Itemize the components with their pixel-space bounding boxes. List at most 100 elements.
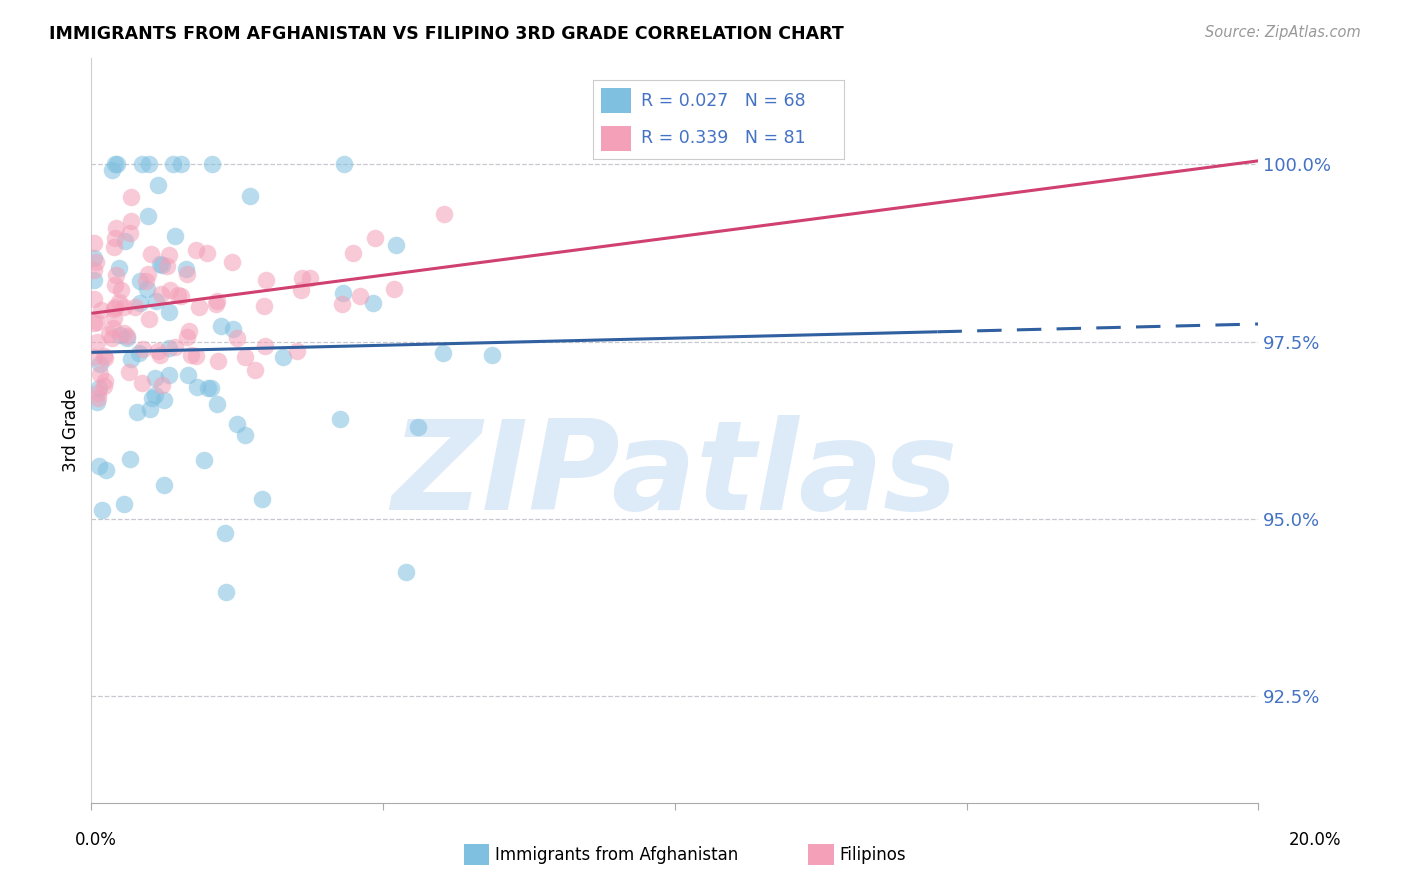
Point (148, 257, 170, 271)
Point (226, 417, 249, 432)
Point (101, 321, 124, 335)
Point (153, 392, 176, 407)
Point (103, 311, 125, 326)
Point (141, 246, 163, 260)
Point (188, 300, 211, 314)
Point (87, 386, 110, 401)
Point (136, 209, 159, 223)
Point (184, 243, 207, 257)
Point (117, 328, 139, 343)
Point (207, 354, 229, 368)
Point (83, 273, 105, 287)
Point (166, 287, 188, 301)
Point (253, 300, 276, 314)
Point (291, 271, 314, 285)
Point (177, 368, 200, 382)
Point (96, 463, 118, 477)
Point (221, 255, 243, 269)
Point (118, 226, 141, 240)
Point (254, 273, 277, 287)
Point (157, 248, 180, 262)
Point (128, 345, 150, 359)
Point (101, 331, 124, 345)
Text: 20.0%: 20.0% (1288, 831, 1341, 849)
Point (330, 297, 353, 311)
Point (93, 349, 115, 363)
Point (243, 363, 266, 377)
Point (239, 189, 262, 203)
Point (139, 402, 162, 417)
Point (141, 391, 163, 405)
Point (233, 427, 256, 442)
Point (136, 267, 159, 281)
Point (83, 351, 105, 365)
Point (89, 367, 111, 381)
Point (177, 324, 200, 338)
Point (153, 477, 176, 491)
Point (89, 357, 111, 371)
Point (89, 458, 111, 473)
Point (382, 282, 405, 296)
Point (162, 157, 184, 171)
Point (329, 412, 352, 426)
Point (214, 526, 236, 541)
Point (114, 234, 136, 248)
Text: Source: ZipAtlas.com: Source: ZipAtlas.com (1205, 25, 1361, 40)
Point (83, 292, 105, 306)
Point (215, 585, 238, 599)
Text: Filipinos: Filipinos (839, 846, 905, 863)
Point (135, 274, 157, 288)
Point (385, 238, 408, 252)
Point (157, 368, 180, 383)
Point (149, 348, 172, 362)
Point (87, 391, 110, 405)
Point (120, 452, 142, 467)
Point (150, 377, 173, 392)
Point (94, 351, 117, 366)
Point (186, 379, 208, 393)
Point (150, 258, 173, 272)
Point (112, 326, 135, 340)
Point (93, 374, 115, 388)
Point (205, 294, 228, 309)
Point (332, 286, 354, 301)
Point (83, 252, 105, 266)
Point (129, 296, 152, 310)
Point (101, 162, 124, 177)
Point (104, 157, 127, 171)
Point (120, 189, 142, 203)
Point (86, 395, 108, 409)
Point (233, 350, 256, 364)
Point (90, 502, 112, 516)
Y-axis label: 3rd Grade: 3rd Grade (62, 389, 80, 472)
Point (87, 381, 110, 395)
Point (131, 157, 153, 171)
Point (124, 300, 146, 314)
Point (83, 317, 105, 331)
Point (105, 268, 128, 282)
Point (93, 378, 115, 392)
Point (364, 231, 387, 245)
Point (252, 491, 274, 506)
Point (205, 397, 228, 411)
Point (120, 351, 142, 366)
Point (180, 348, 202, 362)
Point (132, 342, 155, 356)
Point (118, 365, 141, 379)
Point (254, 339, 277, 353)
Point (86, 255, 108, 269)
Point (86, 334, 108, 349)
Point (98, 326, 121, 341)
Text: Immigrants from Afghanistan: Immigrants from Afghanistan (495, 846, 738, 863)
Point (342, 246, 364, 260)
Point (174, 261, 197, 276)
Point (157, 305, 180, 319)
Point (127, 404, 149, 418)
Point (110, 283, 132, 297)
Point (150, 287, 173, 301)
Point (163, 340, 186, 354)
Point (138, 311, 160, 326)
Point (108, 328, 131, 343)
Point (129, 274, 152, 288)
Point (121, 213, 143, 227)
